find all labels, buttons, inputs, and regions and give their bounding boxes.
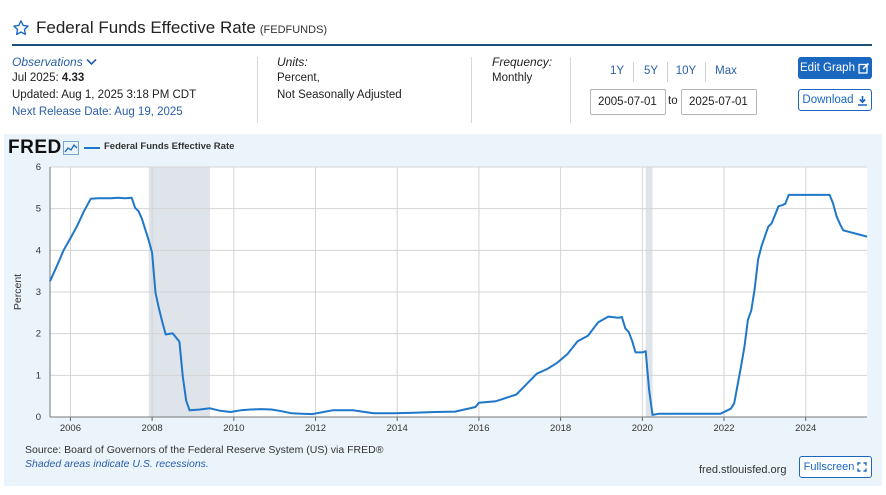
site-url: fred.stlouisfed.org <box>699 464 787 476</box>
source-text: Source: Board of Governors of the Federa… <box>25 444 384 456</box>
range-1y-button[interactable]: 1Y <box>609 65 625 77</box>
to-label: to <box>668 95 678 107</box>
series-id: (FEDFUNDS) <box>259 23 328 36</box>
frequency-label: Frequency: <box>492 55 553 69</box>
x-tick-label: 2018 <box>550 423 571 434</box>
edit-icon <box>858 62 870 74</box>
title-row: Federal Funds Effective Rate (FEDFUNDS) <box>12 14 327 42</box>
observations-dropdown[interactable]: Observations <box>12 55 97 69</box>
range-divider <box>633 62 634 82</box>
range-divider <box>705 62 706 82</box>
legend-label: Federal Funds Effective Rate <box>104 141 235 152</box>
units-value-2: Not Seasonally Adjusted <box>277 89 402 101</box>
x-tick-label: 2020 <box>632 423 653 434</box>
y-tick-label: 0 <box>36 412 41 423</box>
divider <box>257 57 258 123</box>
fred-chart-icon <box>63 141 79 155</box>
recession-note: Shaded areas indicate U.S. recessions. <box>25 458 209 470</box>
units-value-1: Percent, <box>277 72 320 84</box>
download-label: Download <box>802 94 854 106</box>
x-tick-label: 2008 <box>142 423 163 434</box>
header-divider <box>12 44 872 46</box>
x-tick-label: 2010 <box>223 423 244 434</box>
y-tick-label: 2 <box>36 329 41 340</box>
frequency-value: Monthly <box>492 72 533 84</box>
edit-graph-button[interactable]: Edit Graph <box>798 57 872 79</box>
range-10y-button[interactable]: 10Y <box>675 65 697 77</box>
observation-period: Jul 2025: <box>12 72 59 84</box>
fullscreen-icon <box>857 462 868 472</box>
y-axis-title: Percent <box>12 274 24 310</box>
page-title: Federal Funds Effective Rate <box>36 18 256 37</box>
y-tick-label: 1 <box>36 370 41 381</box>
x-tick-label: 2012 <box>305 423 326 434</box>
range-5y-button[interactable]: 5Y <box>643 65 659 77</box>
fred-logo: FRED <box>8 137 62 158</box>
observation-value: 4.33 <box>61 72 85 84</box>
y-tick-label: 5 <box>36 204 41 215</box>
end-date-input[interactable] <box>681 89 757 115</box>
x-tick-label: 2006 <box>60 423 81 434</box>
download-button[interactable]: Download <box>798 89 872 111</box>
divider <box>471 57 472 123</box>
units-label: Units: <box>277 55 308 69</box>
range-divider <box>667 62 668 82</box>
star-icon[interactable] <box>12 19 30 37</box>
observations-label: Observations <box>12 55 83 69</box>
download-icon <box>857 95 867 106</box>
y-tick-label: 6 <box>36 162 41 173</box>
x-tick-label: 2022 <box>713 423 734 434</box>
y-tick-label: 3 <box>36 287 41 298</box>
updated-text: Updated: Aug 1, 2025 3:18 PM CDT <box>12 89 197 101</box>
x-tick-label: 2016 <box>468 423 489 434</box>
fullscreen-label: Fullscreen <box>803 461 855 473</box>
chevron-down-icon <box>86 58 97 66</box>
legend-swatch <box>84 147 100 149</box>
x-tick-label: 2024 <box>795 423 816 434</box>
x-tick-label: 2014 <box>387 423 408 434</box>
edit-graph-label: Edit Graph <box>800 62 855 74</box>
range-max-button[interactable]: Max <box>715 65 737 77</box>
next-release-link[interactable]: Next Release Date: Aug 19, 2025 <box>12 106 183 118</box>
fullscreen-button[interactable]: Fullscreen <box>799 456 872 478</box>
start-date-input[interactable] <box>590 89 666 115</box>
series-line <box>49 193 868 416</box>
y-tick-label: 4 <box>36 245 41 256</box>
divider <box>570 57 571 123</box>
latest-observation: Jul 2025: 4.33 <box>12 72 84 84</box>
